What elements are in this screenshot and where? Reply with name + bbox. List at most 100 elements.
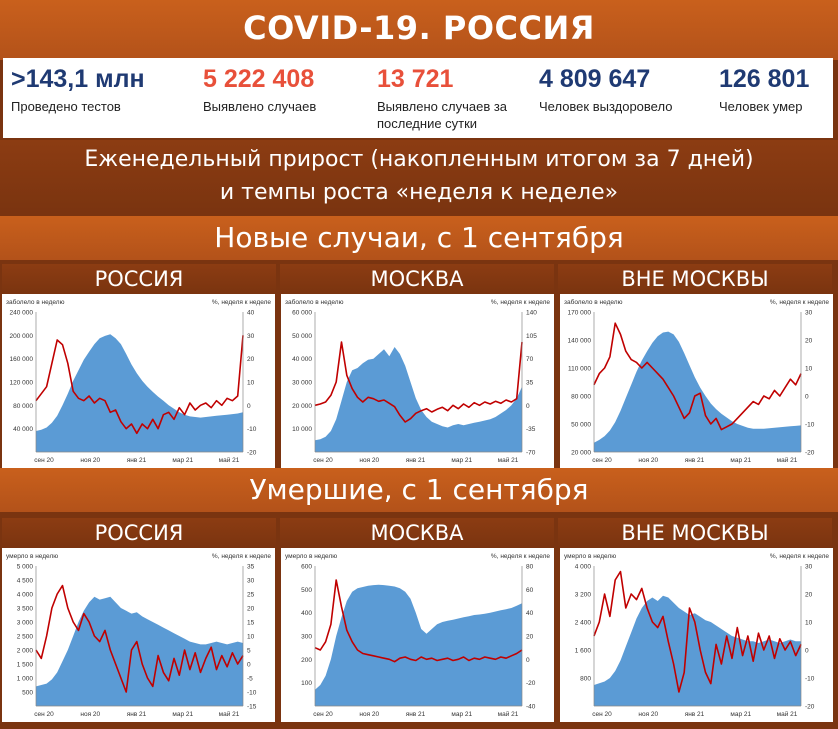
stat-daily-cases: 13 721 Выявлено случаев за последние сут… — [377, 64, 527, 132]
y2-tick-label: -15 — [247, 704, 257, 711]
stat-tests-value: >143,1 млн — [11, 65, 145, 93]
y-axis-label: умерло в неделю — [285, 553, 337, 560]
x-tick-label: май 21 — [777, 710, 798, 718]
chart-svg: заболело в неделю %, неделя к неделе 10 00… — [285, 298, 550, 464]
chart-cases-russia: заболело в неделю %, неделя к неделе 40 00… — [2, 294, 275, 468]
y2-tick-label: 20 — [247, 356, 255, 363]
y2-tick-label: 20 — [805, 338, 813, 345]
y2-tick-label: 10 — [247, 634, 255, 641]
y-tick-label: 20 000 — [292, 403, 312, 410]
y2-axis-label: %, неделя к неделе — [770, 553, 829, 560]
y2-tick-label: -20 — [526, 680, 536, 687]
x-tick-label: мар 21 — [172, 711, 193, 718]
y2-tick-label: 30 — [247, 333, 255, 340]
y2-tick-label: -5 — [247, 676, 253, 683]
series-line — [593, 570, 802, 693]
y-axis-label: заболело в неделю — [285, 298, 344, 306]
y2-tick-label: -20 — [805, 450, 815, 457]
stats-panel: >143,1 млн Проведено тестов 5 222 408 Вы… — [3, 58, 833, 138]
stat-daily-cases-value: 13 721 — [377, 65, 454, 93]
y2-tick-label: 0 — [247, 662, 251, 669]
chart-svg: умерло в неделю %, неделя к неделе 800 1 60… — [564, 553, 829, 718]
y2-tick-label: 40 — [247, 310, 255, 317]
y2-tick-label: 20 — [805, 592, 813, 599]
weekly-banner-line1: Еженедельный прирост (накопленным итогом… — [84, 147, 754, 172]
chart-cases-outside-moscow: заболело в неделю %, неделя к неделе 20 00… — [560, 294, 833, 468]
y2-tick-label: 0 — [247, 403, 251, 410]
y-tick-label: 100 — [301, 680, 312, 687]
deaths-russia-header: РОССИЯ — [2, 518, 276, 548]
y2-tick-label: -35 — [526, 426, 536, 433]
y2-tick-label: -70 — [526, 450, 536, 457]
series-line — [314, 341, 523, 423]
y2-tick-label: 25 — [247, 592, 255, 599]
y-tick-label: 170 000 — [568, 310, 592, 317]
y2-tick-label: 10 — [805, 620, 813, 627]
y-tick-label: 4 500 — [17, 578, 34, 585]
y2-tick-label: -10 — [247, 690, 257, 697]
y-tick-label: 50 000 — [292, 333, 312, 340]
y2-tick-label: -10 — [247, 426, 257, 433]
x-tick-label: ноя 20 — [638, 457, 658, 464]
y2-tick-label: 20 — [526, 634, 534, 641]
x-tick-label: сен 20 — [34, 457, 54, 464]
series-area — [36, 334, 243, 452]
y-tick-label: 5 000 — [17, 564, 34, 571]
x-tick-label: мар 21 — [730, 457, 751, 464]
y2-tick-label: 0 — [805, 648, 809, 655]
chart-deaths-russia: умерло в неделю %, неделя к неделе 500 1 00… — [2, 548, 275, 722]
chart-svg: умерло в неделю %, неделя к неделе 500 1 00… — [6, 553, 271, 718]
y2-tick-label: 35 — [247, 564, 255, 571]
y-tick-label: 1 000 — [17, 676, 34, 683]
stat-cases: 5 222 408 Выявлено случаев — [203, 64, 316, 115]
x-tick-label: сен 20 — [313, 711, 333, 718]
y-tick-label: 3 200 — [575, 592, 592, 599]
y-tick-label: 200 000 — [10, 333, 34, 340]
series-line — [593, 322, 802, 431]
y-tick-label: 4 000 — [575, 564, 592, 571]
y-tick-label: 500 — [22, 690, 33, 697]
x-tick-label: мар 21 — [172, 457, 193, 464]
x-tick-label: янв 21 — [127, 457, 147, 464]
chart-deaths-moscow: умерло в неделю%, неделя к неделе 100 200 3… — [281, 548, 554, 722]
cases-moscow-header: МОСКВА — [280, 264, 554, 294]
series-area — [315, 347, 522, 452]
y2-tick-label: 15 — [247, 620, 255, 627]
chart-cases-moscow: заболело в неделю %, неделя к неделе 10 00… — [281, 294, 554, 468]
y2-tick-label: 10 — [247, 380, 255, 387]
cases-section-title: Новые случаи, с 1 сентября — [0, 216, 838, 260]
x-tick-label: май 21 — [219, 456, 240, 464]
y-axis-label: заболело в неделю — [564, 298, 623, 306]
y2-tick-label: 30 — [805, 310, 813, 317]
x-tick-label: янв 21 — [685, 711, 705, 718]
stat-recovered-value: 4 809 647 — [539, 65, 651, 93]
stat-recovered: 4 809 647 Человек выздоровело — [539, 64, 672, 115]
y2-axis-label: %, неделя к неделе — [491, 299, 550, 306]
x-tick-label: ноя 20 — [80, 711, 100, 718]
stat-deaths-label: Человек умер — [719, 99, 803, 114]
y-tick-label: 30 000 — [292, 380, 312, 387]
x-tick-label: янв 21 — [406, 711, 426, 718]
x-tick-label: янв 21 — [127, 711, 147, 718]
x-tick-label: сен 20 — [313, 457, 333, 464]
x-tick-label: май 21 — [498, 456, 519, 464]
y-tick-label: 200 — [301, 657, 312, 664]
x-tick-label: сен 20 — [592, 711, 612, 718]
x-tick-label: май 21 — [219, 710, 240, 718]
y-tick-label: 20 000 — [571, 450, 591, 457]
x-tick-label: май 21 — [498, 710, 519, 718]
y-tick-label: 3 000 — [17, 620, 34, 627]
x-tick-label: сен 20 — [34, 711, 54, 718]
y-axis-label: умерло в неделю — [6, 553, 58, 560]
series-line — [35, 584, 244, 693]
stat-cases-value: 5 222 408 — [203, 65, 315, 93]
stat-recovered-label: Человек выздоровело — [539, 99, 673, 114]
x-tick-label: янв 21 — [406, 457, 426, 464]
cases-outside-moscow-header: ВНЕ МОСКВЫ — [558, 264, 832, 294]
y-tick-label: 80 000 — [571, 394, 591, 401]
x-tick-label: сен 20 — [592, 457, 612, 464]
deaths-moscow-header: МОСКВА — [280, 518, 554, 548]
y2-tick-label: -20 — [805, 704, 815, 711]
y-axis-label: умерло в неделю — [564, 553, 616, 560]
y2-tick-label: 30 — [247, 578, 255, 585]
